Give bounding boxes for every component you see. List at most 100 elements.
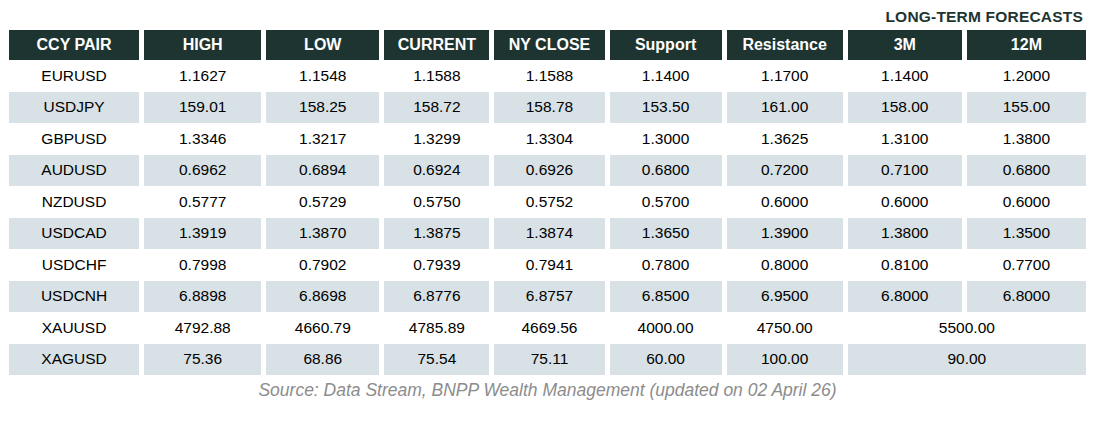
- value-cell: 1.1548: [266, 60, 379, 92]
- value-cell: 0.6000: [967, 186, 1086, 218]
- value-cell: 60.00: [610, 344, 722, 376]
- column-header-ny-close: NY CLOSE: [494, 30, 604, 60]
- table-row-audusd: AUDUSD 0.6962 0.6894 0.6924 0.6926 0.680…: [9, 155, 1086, 187]
- ccy-pair-cell: USDCAD: [9, 218, 139, 250]
- value-cell: 1.3346: [144, 123, 261, 155]
- value-cell: 0.5777: [144, 186, 261, 218]
- value-cell: 0.6000: [727, 186, 843, 218]
- value-cell: 153.50: [610, 92, 722, 124]
- column-header-12m: 12M: [967, 30, 1086, 60]
- value-cell: 1.3900: [727, 218, 843, 250]
- value-cell: 1.3800: [848, 218, 962, 250]
- value-cell: 1.1700: [727, 60, 843, 92]
- value-cell: 159.01: [144, 92, 261, 124]
- value-cell: 158.25: [266, 92, 379, 124]
- value-cell: 1.3870: [266, 218, 379, 250]
- value-cell: 1.3625: [727, 123, 843, 155]
- value-cell: 0.8000: [727, 249, 843, 281]
- value-cell: 6.8000: [848, 281, 962, 313]
- table-row-usdchf: USDCHF 0.7998 0.7902 0.7939 0.7941 0.780…: [9, 249, 1086, 281]
- value-cell: 1.1400: [610, 60, 722, 92]
- value-cell: 0.6800: [610, 155, 722, 187]
- value-cell: 4750.00: [727, 312, 843, 344]
- value-cell: 6.9500: [727, 281, 843, 313]
- value-cell: 1.3100: [848, 123, 962, 155]
- value-cell: 75.11: [494, 344, 604, 376]
- fx-forecasts-table: CCY PAIR HIGH LOW CURRENT NY CLOSE Suppo…: [4, 30, 1091, 375]
- value-cell: 0.7998: [144, 249, 261, 281]
- value-cell: 0.7941: [494, 249, 604, 281]
- ccy-pair-cell: USDCHF: [9, 249, 139, 281]
- value-cell: 1.1627: [144, 60, 261, 92]
- ccy-pair-cell: AUDUSD: [9, 155, 139, 187]
- table-row-gbpusd: GBPUSD 1.3346 1.3217 1.3299 1.3304 1.300…: [9, 123, 1086, 155]
- long-term-forecasts-label: LONG-TERM FORECASTS: [885, 8, 1083, 25]
- value-cell: 1.1400: [848, 60, 962, 92]
- table-row-eurusd: EURUSD 1.1627 1.1548 1.1588 1.1588 1.140…: [9, 60, 1086, 92]
- value-cell: 0.7902: [266, 249, 379, 281]
- value-cell: 6.8000: [967, 281, 1086, 313]
- value-cell: 1.2000: [967, 60, 1086, 92]
- value-cell: 155.00: [967, 92, 1086, 124]
- column-header-current: CURRENT: [384, 30, 489, 60]
- value-cell: 0.7700: [967, 249, 1086, 281]
- value-cell: 6.8698: [266, 281, 379, 313]
- value-cell: 4792.88: [144, 312, 261, 344]
- value-cell: 0.7100: [848, 155, 962, 187]
- value-cell: 4785.89: [384, 312, 489, 344]
- value-cell: 75.36: [144, 344, 261, 376]
- column-header-high: HIGH: [144, 30, 261, 60]
- column-header-low: LOW: [266, 30, 379, 60]
- value-cell: 0.8100: [848, 249, 962, 281]
- value-cell: 4660.79: [266, 312, 379, 344]
- value-cell: 158.00: [848, 92, 962, 124]
- value-cell: 6.8757: [494, 281, 604, 313]
- value-cell: 1.3000: [610, 123, 722, 155]
- ccy-pair-cell: GBPUSD: [9, 123, 139, 155]
- value-cell: 158.78: [494, 92, 604, 124]
- ccy-pair-cell: XAUUSD: [9, 312, 139, 344]
- value-cell: 0.7800: [610, 249, 722, 281]
- value-cell: 1.3875: [384, 218, 489, 250]
- value-cell: 75.54: [384, 344, 489, 376]
- value-cell: 1.3650: [610, 218, 722, 250]
- column-header-ccy-pair: CCY PAIR: [9, 30, 139, 60]
- value-cell: 0.7200: [727, 155, 843, 187]
- value-cell: 0.6962: [144, 155, 261, 187]
- table-row-nzdusd: NZDUSD 0.5777 0.5729 0.5750 0.5752 0.570…: [9, 186, 1086, 218]
- table-row-usdcad: USDCAD 1.3919 1.3870 1.3875 1.3874 1.365…: [9, 218, 1086, 250]
- value-cell: 0.5750: [384, 186, 489, 218]
- value-cell: 4669.56: [494, 312, 604, 344]
- value-cell: 0.6800: [967, 155, 1086, 187]
- fx-forecasts-page: LONG-TERM FORECASTS CCY PAIR HIGH LOW CU…: [0, 0, 1095, 401]
- value-cell: 1.3919: [144, 218, 261, 250]
- value-cell: 0.6924: [384, 155, 489, 187]
- value-cell: 1.1588: [384, 60, 489, 92]
- merged-forecast-cell: 5500.00: [848, 312, 1086, 344]
- ccy-pair-cell: EURUSD: [9, 60, 139, 92]
- value-cell: 0.5729: [266, 186, 379, 218]
- table-row-usdjpy: USDJPY 159.01 158.25 158.72 158.78 153.5…: [9, 92, 1086, 124]
- table-row-xauusd: XAUUSD 4792.88 4660.79 4785.89 4669.56 4…: [9, 312, 1086, 344]
- value-cell: 1.3800: [967, 123, 1086, 155]
- column-header-support: Support: [610, 30, 722, 60]
- annotation-bar: LONG-TERM FORECASTS: [4, 4, 1091, 30]
- value-cell: 100.00: [727, 344, 843, 376]
- value-cell: 0.5700: [610, 186, 722, 218]
- value-cell: 1.3299: [384, 123, 489, 155]
- ccy-pair-cell: XAGUSD: [9, 344, 139, 376]
- table-row-usdcnh: USDCNH 6.8898 6.8698 6.8776 6.8757 6.850…: [9, 281, 1086, 313]
- value-cell: 1.1588: [494, 60, 604, 92]
- column-header-3m: 3M: [848, 30, 962, 60]
- ccy-pair-cell: USDJPY: [9, 92, 139, 124]
- ccy-pair-cell: USDCNH: [9, 281, 139, 313]
- table-row-xagusd: XAGUSD 75.36 68.86 75.54 75.11 60.00 100…: [9, 344, 1086, 376]
- value-cell: 0.5752: [494, 186, 604, 218]
- value-cell: 1.3874: [494, 218, 604, 250]
- value-cell: 1.3500: [967, 218, 1086, 250]
- value-cell: 158.72: [384, 92, 489, 124]
- value-cell: 1.3217: [266, 123, 379, 155]
- value-cell: 0.6926: [494, 155, 604, 187]
- ccy-pair-cell: NZDUSD: [9, 186, 139, 218]
- merged-forecast-cell: 90.00: [848, 344, 1086, 376]
